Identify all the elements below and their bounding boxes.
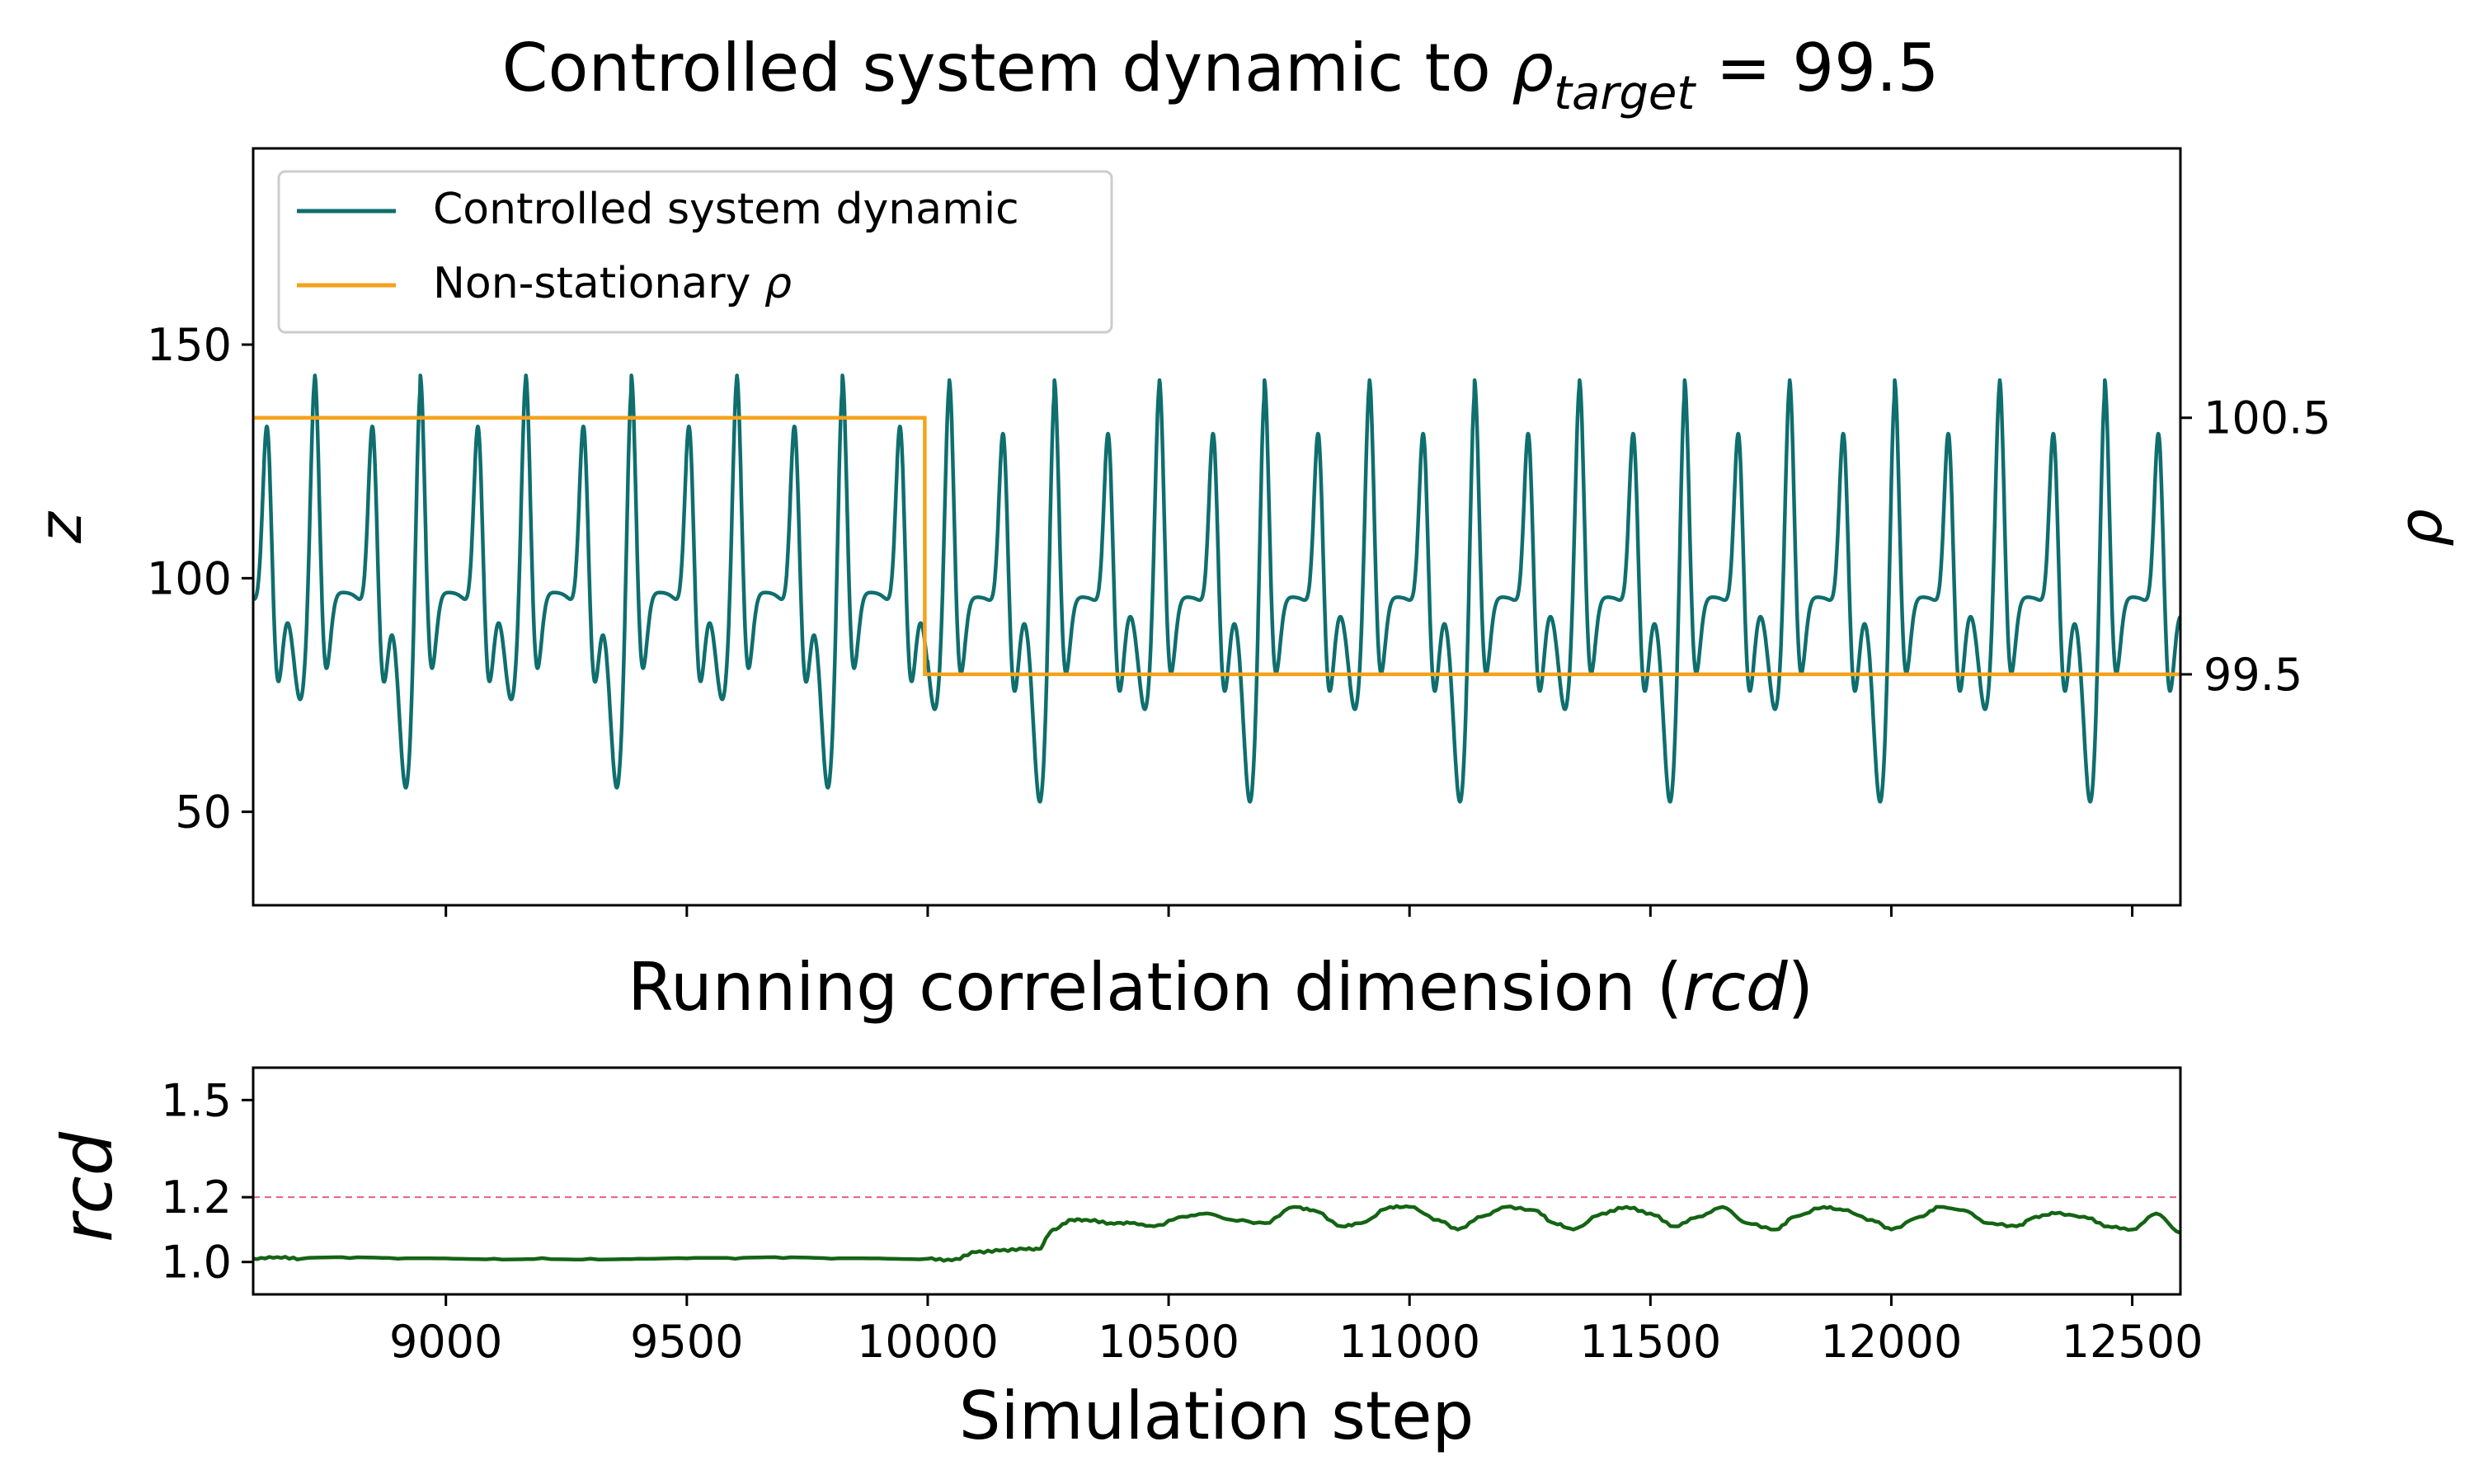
series-controlled-dynamic-line: [253, 373, 2180, 804]
top-y2-tick-label: 100.5: [2204, 392, 2331, 444]
top-y2-axis: 99.5 100.5: [2180, 392, 2331, 701]
bottom-x-tick-label: 12500: [2062, 1316, 2204, 1368]
bottom-x-tick-label: 12000: [1821, 1316, 1963, 1368]
bottom-chart-title: Running correlation dimension (rcd): [628, 949, 1813, 1026]
bottom-x-tick-label: 11000: [1338, 1316, 1480, 1368]
bottom-y-tick-label: 1.0: [161, 1237, 232, 1289]
bottom-x-axis: 9000 9500 10000 10500 11000 11500 12000 12500: [389, 1294, 2203, 1368]
bottom-x-tick-label: 10000: [857, 1316, 999, 1368]
top-y2-tick-label: 99.5: [2204, 649, 2302, 701]
bottom-plot-area: [253, 1196, 2180, 1263]
legend: Controlled system dynamic Non-stationary…: [277, 170, 1113, 334]
top-y-tick-label: 50: [175, 787, 232, 838]
top-plot-area: [253, 373, 2180, 804]
bottom-x-tick-label: 9000: [389, 1316, 502, 1368]
bottom-x-tick-label: 11500: [1579, 1316, 1721, 1368]
top-y-label: z: [26, 510, 95, 544]
top-y-tick-label: 150: [147, 319, 232, 371]
top-x-axis: [444, 905, 2134, 917]
legend-label-rho: Non-stationary ρ: [433, 259, 792, 308]
legend-frame: [277, 170, 1113, 334]
top-y-tick-label: 100: [147, 552, 232, 604]
bottom-x-tick-label: 10500: [1098, 1316, 1239, 1368]
bottom-axes-frame: [252, 1066, 2182, 1296]
top-chart-title: Controlled system dynamic to ρtarget = 9…: [502, 30, 1940, 120]
top-y-axis: 50 100 150: [147, 319, 253, 838]
bottom-y-label: rcd: [47, 1131, 128, 1242]
bottom-x-tick-label: 9500: [630, 1316, 743, 1368]
x-axis-label: Simulation step: [959, 1378, 1475, 1454]
series-non-stationary-rho-line: [253, 416, 2180, 677]
legend-label-dynamic: Controlled system dynamic: [433, 185, 1019, 234]
top-axes-frame: [252, 147, 2182, 907]
top-y2-label: ρ: [2386, 509, 2455, 547]
bottom-y-axis: 1.0 1.2 1.5: [161, 1074, 253, 1289]
bottom-y-tick-label: 1.5: [161, 1074, 232, 1126]
bottom-y-tick-label: 1.2: [161, 1172, 232, 1223]
series-rcd-line: [253, 1204, 2180, 1263]
